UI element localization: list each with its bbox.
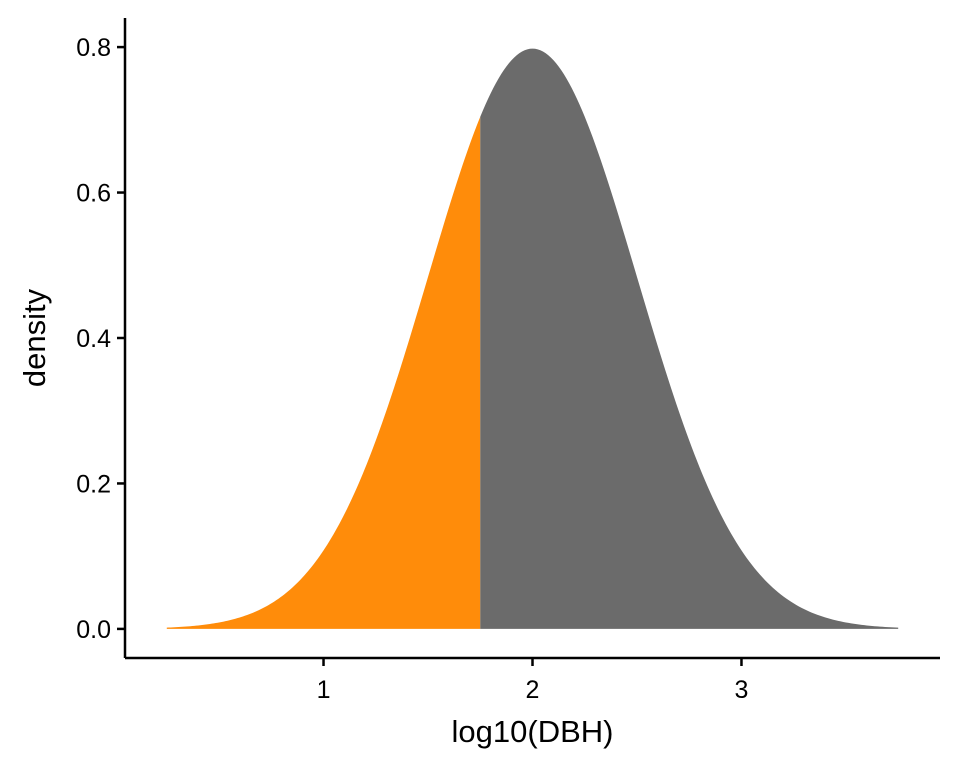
y-tick-label: 0.2 [76, 470, 111, 498]
x-axis-title: log10(DBH) [452, 714, 614, 749]
y-tick-label: 0.4 [76, 325, 111, 353]
y-tick-label: 0.6 [76, 180, 111, 208]
x-tick-label: 3 [735, 676, 749, 704]
y-tick-label: 0.8 [76, 34, 111, 62]
y-axis-title: density [17, 288, 52, 387]
x-tick-label: 2 [526, 676, 540, 704]
y-tick-label: 0.0 [76, 616, 111, 644]
density-region-2 [480, 48, 899, 629]
x-tick-label: 1 [317, 676, 331, 704]
density-regions [166, 48, 899, 629]
density-region-1 [166, 116, 481, 629]
y-axis-ticks: 0.0 0.2 0.4 0.6 0.8 [76, 34, 125, 644]
x-axis-ticks: 1 2 3 [317, 658, 749, 704]
